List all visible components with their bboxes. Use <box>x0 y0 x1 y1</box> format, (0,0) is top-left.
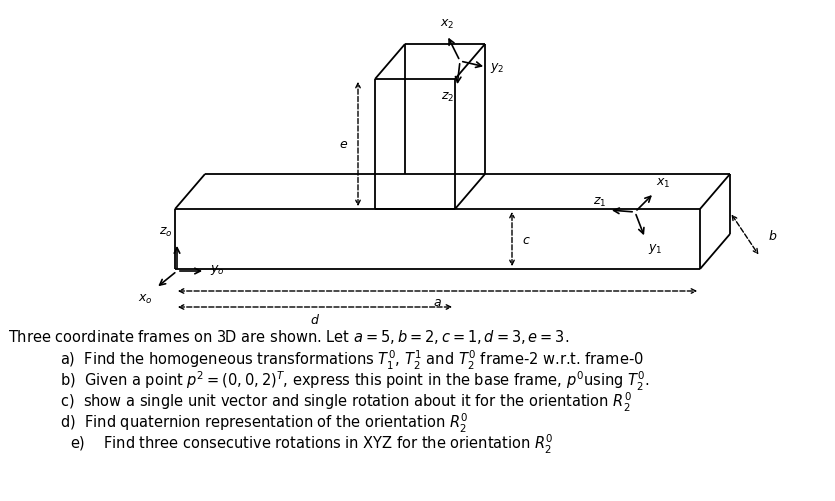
Text: a)  Find the homogeneous transformations $T_1^0$, $T_2^1$ and $T_2^0$ frame-2 w.: a) Find the homogeneous transformations … <box>60 348 644 371</box>
Text: $z_2$: $z_2$ <box>441 91 454 104</box>
Text: $x_1$: $x_1$ <box>656 176 671 189</box>
Text: $z_o$: $z_o$ <box>159 225 173 238</box>
Text: c)  show a single unit vector and single rotation about it for the orientation $: c) show a single unit vector and single … <box>60 390 632 413</box>
Text: $y_o$: $y_o$ <box>210 263 225 277</box>
Text: Three coordinate frames on 3D are shown. Let $a = 5, b = 2, c = 1, d = 3, e = 3.: Three coordinate frames on 3D are shown.… <box>8 327 569 345</box>
Text: $c$: $c$ <box>522 233 531 246</box>
Text: $e$: $e$ <box>339 138 348 151</box>
Text: $a$: $a$ <box>433 295 442 308</box>
Text: e)    Find three consecutive rotations in XYZ for the orientation $R_2^0$: e) Find three consecutive rotations in X… <box>70 432 554 455</box>
Text: $y_1$: $y_1$ <box>648 241 662 256</box>
Text: d)  Find quaternion representation of the orientation $R_2^0$: d) Find quaternion representation of the… <box>60 411 468 434</box>
Text: $b$: $b$ <box>768 228 777 242</box>
Text: b)  Given a point $p^2 = (0, 0, 2)^T$, express this point in the base frame, $p^: b) Given a point $p^2 = (0, 0, 2)^T$, ex… <box>60 369 650 392</box>
Text: $x_o$: $x_o$ <box>139 293 153 306</box>
Text: $x_2$: $x_2$ <box>440 18 454 31</box>
Text: $z_1$: $z_1$ <box>593 195 606 208</box>
Text: $y_2$: $y_2$ <box>490 61 504 75</box>
Text: $d$: $d$ <box>310 313 320 326</box>
